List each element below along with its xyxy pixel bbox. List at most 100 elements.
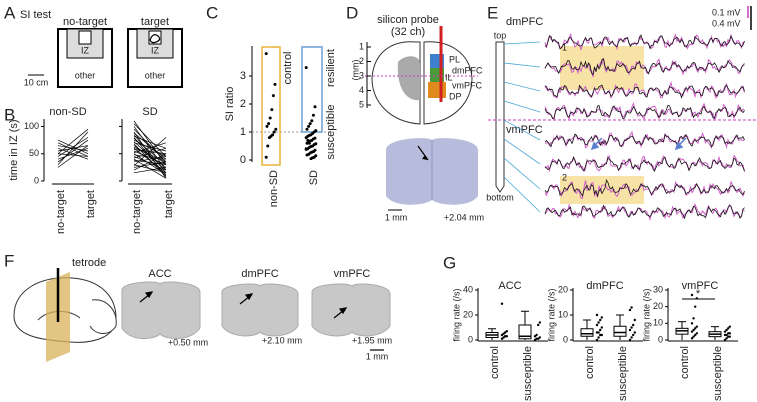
point [728,332,731,335]
point [265,124,269,128]
point [633,318,636,322]
point [270,108,274,112]
pair-line [133,167,167,174]
pair-line [57,145,89,168]
point [274,127,278,131]
arena-title: no-target [63,16,107,28]
panel-label: B [4,105,15,124]
panel-label: A [4,3,16,22]
region-label: dmPFC [452,65,483,75]
x-tick-label: no-target [131,190,143,234]
point [535,333,538,337]
y-tick-label: 0 [658,334,663,344]
point [538,336,541,339]
pair-line [133,141,167,171]
panel-label: C [206,3,218,22]
point [694,327,697,330]
scale-bar-label: 10 cm [24,77,49,87]
point [597,336,600,339]
panel-label: D [346,3,358,22]
point [305,153,309,157]
slice-title: dmPFC [241,268,278,280]
x-tick-label: non-SD [268,170,280,207]
group-box [261,46,281,166]
probe-end-label: bottom [486,192,514,202]
axis-label: firing rate (/s) [546,288,556,341]
pair-line [57,139,89,155]
point [309,157,313,161]
lfp-trace [544,104,745,120]
box [580,328,594,337]
group-box [301,46,323,133]
chart-title: ACC [498,280,521,292]
chart-title: SD [142,106,157,118]
channel-link [503,100,541,113]
point [723,330,727,333]
x-tick-label: SD [308,170,320,185]
histology [121,281,391,339]
lfp-trace [544,58,745,76]
lfp-trace [544,156,745,172]
y-tick-label: 0 [468,334,473,344]
pair-line [57,139,89,163]
y-tick-label: 4 [359,85,364,95]
y-tick-label: 30 [653,284,663,294]
point [304,147,308,151]
slice-title: ACC [148,268,171,280]
pair-line [133,150,167,165]
point [690,330,694,333]
point [267,122,271,126]
pair-line [57,142,89,157]
x-tick-label: susceptible [522,346,534,401]
point [271,94,275,98]
point [692,328,695,332]
point [305,127,309,131]
pair-line [133,147,167,159]
axis-label: time in IZ (s) [8,119,20,180]
axis-label: SI ratio [224,87,236,122]
coordinate-label: +2.04 mm [444,212,484,222]
point [307,141,311,145]
slice-title: vmPFC [334,268,371,280]
x-tick-label: control [489,346,501,379]
x-tick-label: susceptible [617,346,629,401]
y-tick-label: 0 [563,334,568,344]
pair-line [133,164,167,174]
point [305,141,309,145]
point [597,331,600,334]
arrow [139,291,384,351]
y-tick-label: 20 [558,284,568,294]
zone-label: other [145,70,166,80]
event-label: 1 [562,42,567,52]
y-tick-label: 1 [359,41,364,51]
y-tick-label: 3 [240,70,246,82]
y-tick-label: 20 [463,309,473,319]
channel-link [503,157,541,190]
point [690,322,694,325]
scale-label: 0.1 mV [712,7,741,17]
brain-schematic [13,268,117,362]
channel-link [503,138,541,165]
point [695,325,698,328]
lfp-trace [544,102,745,122]
coordinate-label: +1.95 mm [352,335,392,345]
chart-title: non-SD [49,106,86,118]
point [628,338,632,342]
point [630,326,633,329]
pair-line [133,161,167,168]
point [264,52,268,56]
channel-link [503,176,541,213]
point [725,328,728,332]
point [633,331,636,334]
axis-label: firing rate (/s) [451,288,461,341]
y-tick-label: 10 [653,318,663,328]
point [695,332,698,335]
group-label: resilient [325,49,337,87]
point [595,323,599,327]
pair-line [133,139,167,157]
point [304,66,308,70]
significance-label: * [696,288,701,300]
arena-title: target [141,16,169,28]
y-tick-label: 2 [359,56,364,66]
